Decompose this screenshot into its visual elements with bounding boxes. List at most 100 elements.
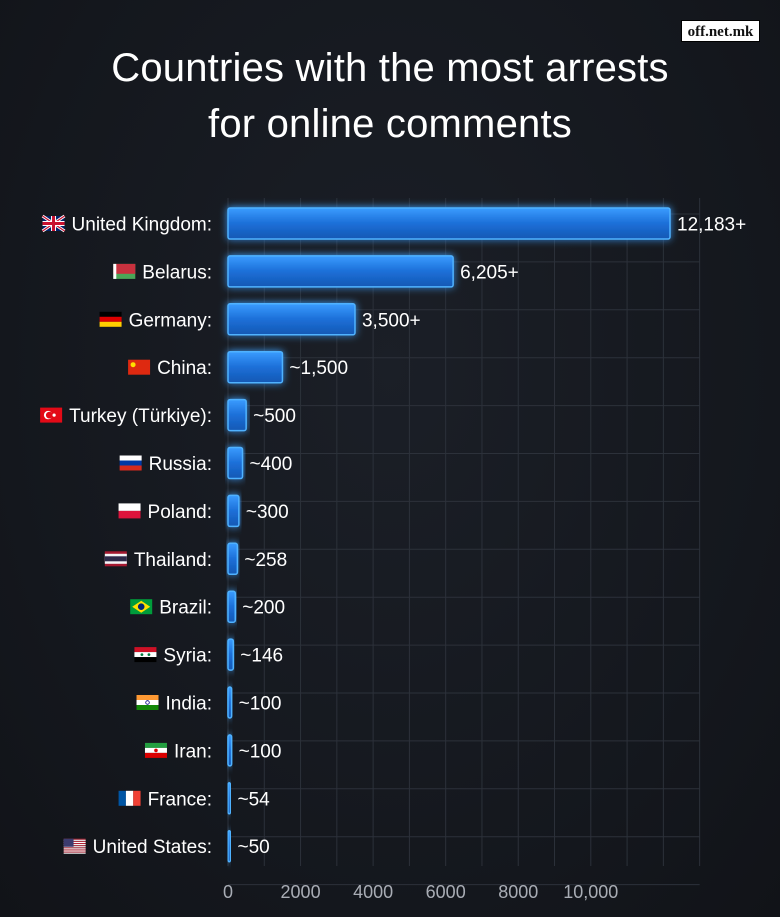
- chart-title-line-2: for online comments: [208, 102, 572, 146]
- poland-flag-icon: [118, 503, 141, 519]
- flag-part: [147, 653, 151, 656]
- chart-title: Countries with the most arrests for onli…: [0, 40, 780, 152]
- india-flag-icon: [136, 695, 159, 710]
- flag-part: [63, 847, 86, 849]
- france-flag-icon: [118, 790, 141, 806]
- flag-part: [63, 840, 86, 842]
- flag-part: [136, 700, 159, 705]
- watermark-logo: off.net.mk: [681, 20, 760, 42]
- brazil-flag-icon: [130, 599, 153, 615]
- flag-part: [99, 316, 122, 322]
- flag-part: [134, 657, 157, 663]
- chart-title-line-1: Countries with the most arrests: [111, 46, 669, 90]
- value-label: 6,205+: [460, 262, 519, 283]
- flag-part: [144, 742, 167, 748]
- iran-flag-icon: [144, 742, 167, 758]
- belarus-flag-icon: [113, 263, 136, 279]
- flag-part: [63, 842, 86, 845]
- flag-part: [113, 263, 136, 274]
- category-label: Brazil:: [159, 598, 212, 619]
- category-label: France:: [148, 789, 212, 810]
- bar-syria: [227, 638, 235, 671]
- category-label: Thailand:: [134, 550, 212, 571]
- bar-india: [227, 686, 233, 719]
- bar-germany: [227, 303, 356, 336]
- value-label: ~258: [244, 550, 287, 571]
- flag-part: [104, 556, 127, 562]
- flag-part: [130, 362, 136, 368]
- flag-part: [136, 705, 159, 710]
- flag-part: [63, 845, 86, 847]
- flag-part: [63, 839, 86, 841]
- bar-russia: [227, 446, 244, 480]
- value-label: 3,500+: [362, 310, 421, 331]
- flag-part: [134, 647, 157, 653]
- flag-part: [63, 838, 74, 847]
- flag-part: [133, 790, 141, 806]
- china-flag-icon: [128, 359, 151, 375]
- bar-china: [227, 350, 284, 384]
- flag-part: [63, 850, 86, 852]
- uk-flag-icon: [41, 214, 66, 233]
- category-label: Iran:: [174, 741, 212, 762]
- value-label: ~400: [250, 454, 293, 475]
- grid: [227, 198, 701, 886]
- value-label: ~100: [239, 694, 282, 715]
- usa-flag-icon: [63, 838, 86, 854]
- category-label: United Kingdom:: [72, 215, 212, 236]
- flag-part: [63, 841, 86, 843]
- x-tick-label: 4000: [353, 882, 393, 902]
- value-label: ~50: [238, 837, 270, 858]
- flag-part: [145, 700, 150, 705]
- value-label: ~54: [238, 789, 271, 810]
- bar-poland: [227, 494, 240, 528]
- bar-belarus: [227, 255, 454, 288]
- thailand-flag-icon: [104, 551, 127, 567]
- russia-flag-icon: [119, 455, 142, 471]
- value-label: ~100: [239, 741, 282, 762]
- flag-part: [113, 263, 117, 279]
- value-label: ~300: [246, 502, 289, 523]
- category-label: United States:: [93, 837, 212, 858]
- flag-part: [118, 790, 126, 806]
- x-tick-label: 0: [223, 882, 233, 902]
- category-label: Syria:: [163, 646, 212, 667]
- flag-part: [140, 653, 144, 656]
- flag-part: [63, 848, 86, 850]
- category-label: Turkey (Türkiye):: [69, 406, 212, 427]
- category-label: Belarus:: [142, 262, 212, 283]
- flag-part: [118, 503, 141, 511]
- flag-part: [63, 849, 86, 851]
- x-tick-label: 8000: [498, 882, 538, 902]
- flag-part: [119, 465, 142, 471]
- bars: [227, 207, 671, 863]
- flag-part: [134, 652, 157, 658]
- bar-thailand: [227, 542, 239, 576]
- bar-turkey: [227, 398, 247, 432]
- value-label: ~500: [253, 406, 296, 427]
- x-tick-label: 10,000: [563, 882, 618, 902]
- flag-part: [63, 852, 86, 854]
- category-label: India:: [166, 694, 212, 715]
- syria-flag-icon: [134, 647, 157, 663]
- category-label: China:: [157, 358, 212, 379]
- turkey-flag-icon: [40, 407, 63, 423]
- flag-part: [52, 413, 56, 417]
- bar-france: [227, 782, 232, 815]
- value-label: 12,183+: [677, 215, 746, 236]
- labels: 12,183+ United Kingdom: 6,205+ Belarus: 3,50…: [40, 214, 746, 902]
- flag-part: [63, 838, 86, 840]
- x-tick-label: 6000: [426, 882, 466, 902]
- flag-part: [137, 603, 145, 610]
- flag-part: [154, 748, 158, 753]
- flag-part: [119, 460, 142, 466]
- flag-part: [63, 844, 86, 846]
- x-tick-label: 2000: [281, 882, 321, 902]
- flag-part: [63, 846, 86, 848]
- category-label: Germany:: [129, 310, 212, 331]
- bar-brazil: [227, 590, 237, 623]
- germany-flag-icon: [99, 311, 122, 327]
- flag-part: [45, 411, 53, 419]
- flag-part: [144, 752, 167, 758]
